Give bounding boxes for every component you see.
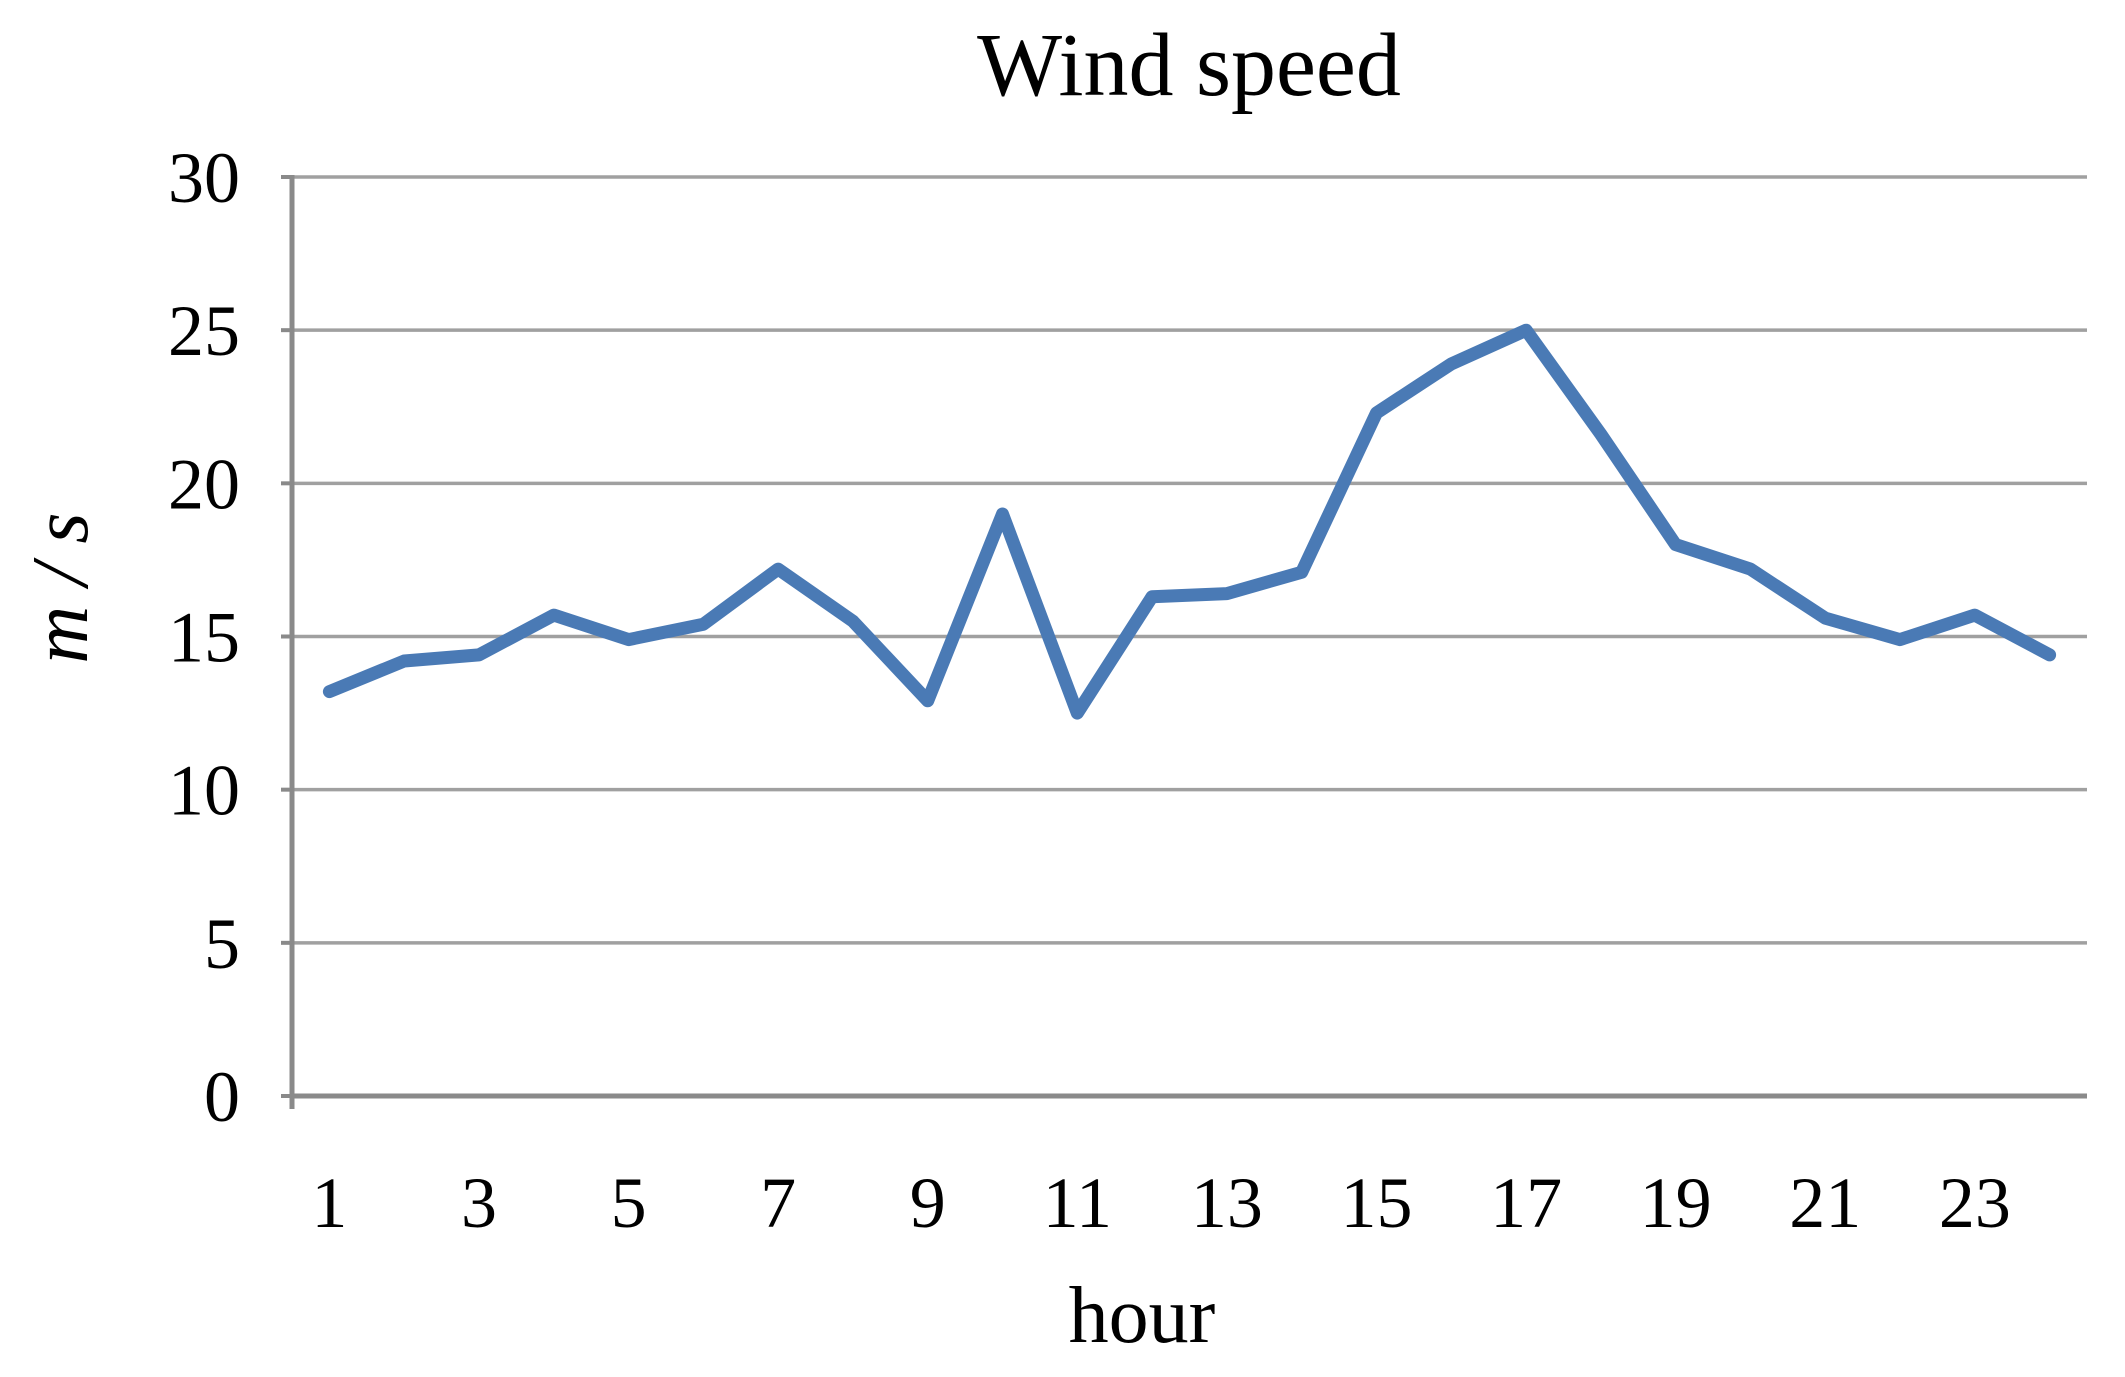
x-axis-label: hour	[1069, 1272, 1216, 1360]
y-tick-label: 10	[168, 751, 240, 831]
data-series	[322, 323, 2057, 720]
axes	[281, 175, 2087, 1109]
y-tick-label: 15	[168, 598, 240, 678]
chart-title: Wind speed	[977, 16, 1401, 115]
gridlines	[292, 175, 2087, 1098]
x-tick-label: 5	[611, 1163, 647, 1243]
x-tick-label: 17	[1490, 1163, 1562, 1243]
y-tick-label: 0	[204, 1057, 240, 1137]
x-tick-label: 1	[311, 1163, 347, 1243]
y-tick-label: 5	[204, 904, 240, 984]
y-tick-label: 30	[168, 138, 240, 218]
x-tick-label: 11	[1043, 1163, 1112, 1243]
x-tick-label: 13	[1191, 1163, 1263, 1243]
x-tick-label: 19	[1640, 1163, 1712, 1243]
wind-speed-line	[322, 323, 2057, 720]
x-tick-label: 9	[910, 1163, 946, 1243]
y-axis-label: m / s	[17, 512, 105, 663]
x-tick-label: 7	[760, 1163, 796, 1243]
y-tick-label: 25	[168, 291, 240, 371]
y-tick-label: 20	[168, 444, 240, 524]
x-tick-label: 15	[1340, 1163, 1412, 1243]
x-tick-label: 21	[1789, 1163, 1861, 1243]
x-tick-label: 23	[1939, 1163, 2011, 1243]
x-tick-label: 3	[461, 1163, 497, 1243]
